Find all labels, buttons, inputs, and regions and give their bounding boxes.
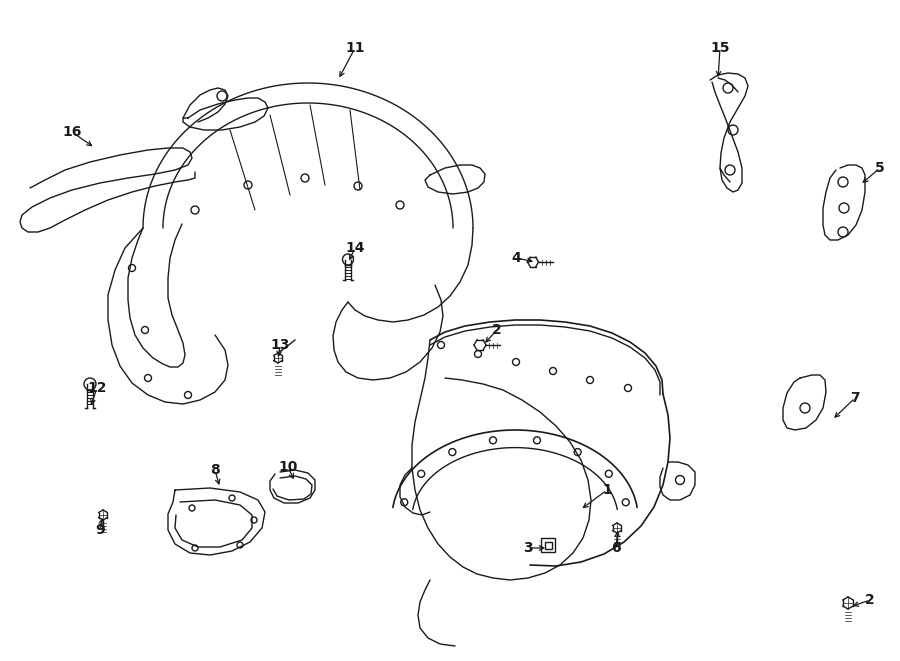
Text: 9: 9 — [95, 523, 104, 537]
Text: 6: 6 — [611, 541, 621, 555]
Text: 1: 1 — [602, 483, 612, 497]
Text: 3: 3 — [523, 541, 533, 555]
Bar — [545, 542, 552, 549]
Text: 2: 2 — [492, 323, 502, 337]
Text: 12: 12 — [87, 381, 107, 395]
Text: 5: 5 — [875, 161, 885, 175]
Text: 7: 7 — [850, 391, 860, 405]
Bar — [541, 538, 555, 552]
Text: 4: 4 — [511, 251, 521, 265]
Text: 16: 16 — [62, 125, 82, 139]
Text: 2: 2 — [865, 593, 875, 607]
Text: 13: 13 — [270, 338, 290, 352]
Text: 10: 10 — [278, 460, 298, 474]
Text: 14: 14 — [346, 241, 365, 255]
Text: 15: 15 — [710, 41, 730, 55]
Text: 11: 11 — [346, 41, 365, 55]
Text: 8: 8 — [210, 463, 220, 477]
